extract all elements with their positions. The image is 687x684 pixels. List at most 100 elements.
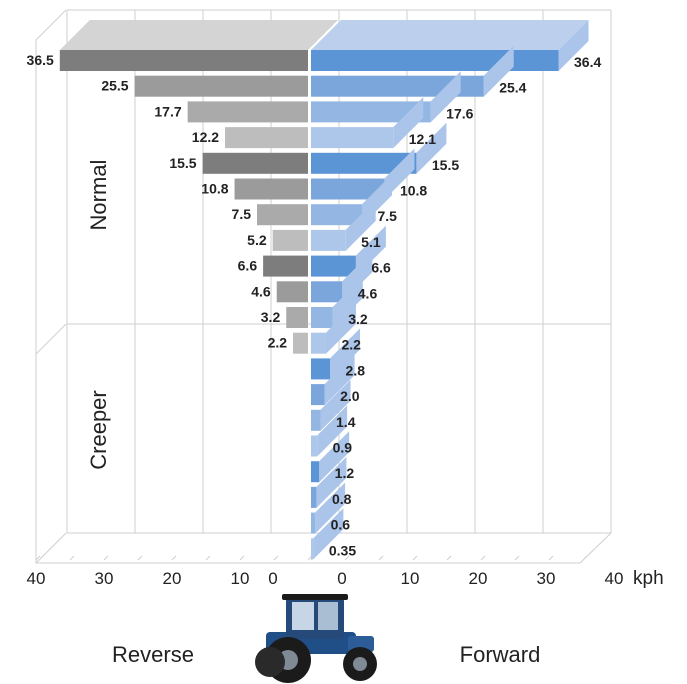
forward-data-label: 25.4: [499, 80, 526, 96]
reverse-bar: [202, 152, 308, 174]
floor-tick: [69, 555, 75, 561]
forward-bar: [311, 101, 431, 123]
tractor-icon: [255, 594, 377, 683]
forward-bar: [311, 178, 385, 200]
reverse-bar: [234, 178, 308, 200]
forward-bar: [311, 358, 331, 380]
floor-tick: [103, 555, 109, 561]
forward-bar-side: [320, 379, 351, 431]
group-label-normal: Normal: [86, 160, 111, 231]
x-tick-label: 30: [537, 569, 556, 588]
forward-data-label: 0.6: [331, 517, 351, 533]
x-tick-label: 0: [337, 569, 346, 588]
group-label-creeper: Creeper: [86, 390, 111, 469]
floor-tick: [378, 555, 384, 561]
reverse-data-label: 15.5: [169, 155, 196, 171]
forward-data-label: 5.1: [361, 234, 381, 250]
forward-bar: [311, 281, 343, 303]
forward-data-label: 0.9: [333, 440, 353, 456]
floor-tick: [412, 555, 418, 561]
chart-frame: [35, 9, 612, 565]
side-wall: [35, 9, 67, 565]
floor-tick: [273, 555, 279, 561]
reverse-bar-top: [59, 20, 339, 50]
reverse-label: Reverse: [112, 642, 194, 667]
forward-data-label: 36.4: [574, 54, 601, 70]
forward-data-label: 2.2: [341, 337, 361, 353]
reverse-data-label: 3.2: [261, 309, 281, 325]
floor-tick: [205, 555, 211, 561]
reverse-data-label: 4.6: [251, 283, 271, 299]
reverse-data-label: 5.2: [247, 232, 267, 248]
reverse-bar: [59, 50, 308, 71]
x-tick-label: 20: [469, 569, 488, 588]
forward-bar: [311, 486, 317, 508]
forward-bar-side: [330, 328, 361, 380]
reverse-bar: [286, 307, 308, 328]
reverse-data-label: 12.2: [192, 129, 219, 145]
floor-tick: [548, 555, 554, 561]
floor-tick: [514, 555, 520, 561]
floor-tick: [171, 555, 177, 561]
reverse-data-label: 2.2: [268, 335, 288, 351]
reverse-bar: [263, 255, 308, 277]
x-tick-label: 0: [268, 569, 277, 588]
x-tick-label: 10: [231, 569, 250, 588]
forward-bar: [311, 50, 559, 71]
forward-bar-side: [315, 482, 346, 534]
forward-bar: [311, 75, 484, 97]
floor-tick: [446, 555, 452, 561]
x-tick-label: 20: [163, 569, 182, 588]
forward-data-label: 7.5: [378, 208, 398, 224]
forward-bar-side: [430, 71, 461, 123]
forward-bar-side: [345, 199, 376, 251]
reverse-bar: [134, 75, 308, 97]
chart-bars: [59, 20, 589, 560]
forward-data-label: 2.8: [346, 362, 366, 378]
x-tick-label: 40: [605, 569, 624, 588]
forward-data-label: 12.1: [409, 131, 436, 147]
reverse-bar: [257, 204, 308, 226]
floor-tick: [137, 555, 143, 561]
reverse-data-label: 17.7: [154, 103, 181, 119]
chart-data-labels: 36.5 36.4 25.5 25.4 17.7 17.6 12.2 12.1 15.5 15.5…: [27, 52, 602, 558]
reverse-data-label: 36.5: [27, 52, 54, 68]
forward-bar-side: [393, 97, 424, 149]
floor-tick: [35, 555, 41, 561]
floor-tick: [344, 555, 350, 561]
forward-bar-side: [317, 405, 348, 457]
forward-bar: [311, 409, 321, 431]
forward-data-label: 2.0: [340, 388, 360, 404]
reverse-bar: [187, 101, 308, 123]
chart-x-ticks: 40 30 20 10 0 0 10 20 30 40: [27, 569, 624, 588]
forward-data-label: 15.5: [432, 157, 459, 173]
reverse-data-label: 7.5: [232, 206, 252, 222]
forward-bar: [311, 204, 362, 226]
forward-bar: [311, 435, 318, 457]
forward-bar: [311, 512, 316, 534]
forward-bar-side: [483, 45, 514, 97]
forward-bar-side: [325, 302, 356, 354]
forward-data-label: 0.8: [332, 491, 352, 507]
forward-bar: [311, 127, 394, 149]
side-wall-separator: [35, 323, 67, 355]
forward-data-label: 1.2: [335, 465, 355, 481]
reverse-data-label: 6.6: [238, 258, 258, 274]
x-tick-label: 40: [27, 569, 46, 588]
forward-bar: [311, 461, 320, 483]
forward-bar-side: [416, 122, 447, 174]
forward-bar-side: [313, 508, 344, 560]
forward-bar-side: [332, 277, 363, 328]
forward-bar-top: [311, 20, 589, 50]
forward-bar-side: [342, 251, 373, 303]
floor-tick: [480, 555, 486, 561]
forward-bar: [311, 332, 326, 354]
forward-data-label: 6.6: [371, 260, 391, 276]
forward-data-label: 3.2: [348, 311, 368, 327]
forward-bar-side: [324, 354, 355, 406]
floor-tick: [239, 555, 245, 561]
forward-label: Forward: [460, 642, 541, 667]
forward-bar: [311, 229, 346, 251]
reverse-bar: [225, 127, 308, 149]
